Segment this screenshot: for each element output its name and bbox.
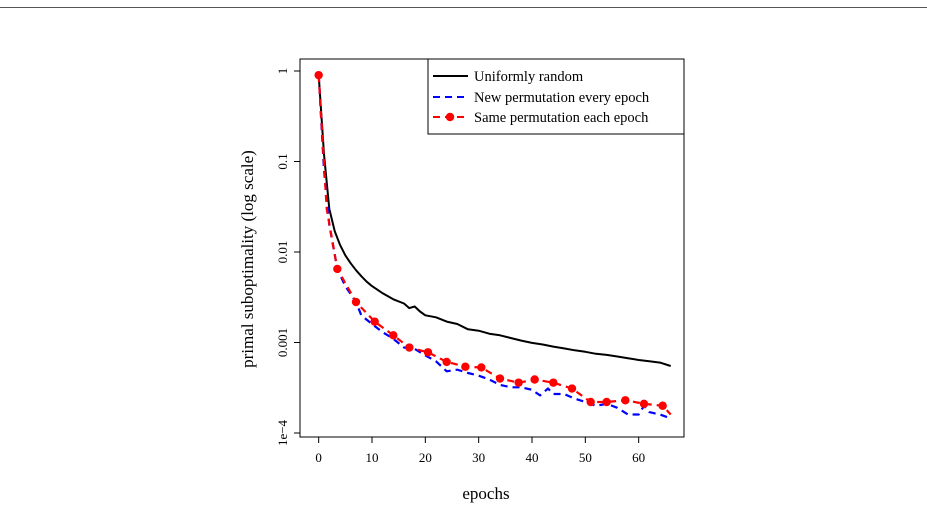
y-tick-label: 1 [275,68,290,75]
series-line-0 [317,75,672,367]
y-tick-label: 1e−4 [275,419,290,446]
legend: Uniformly random New permutation every ep… [427,58,685,135]
y-tick-label: 0.01 [275,241,290,264]
legend-label-2: Same permutation each epoch [474,110,649,126]
x-tick-label: 60 [632,450,645,465]
y-tick-label: 0.001 [275,328,290,357]
series-point [370,317,379,326]
top-divider [0,7,927,8]
series-layer [314,70,672,420]
series-point [514,378,523,387]
series-point [602,397,611,407]
legend-label-1: New permutation every epoch [474,90,650,106]
legend-label-0: Uniformly random [474,69,584,85]
series-line-2 [317,75,672,416]
series-point [639,399,649,409]
x-tick-label: 30 [472,450,485,465]
y-axis-title: primal suboptimality (log scale) [238,150,257,368]
x-axis-title: epochs [462,484,509,503]
series-point [442,357,451,367]
series-point [314,70,323,80]
series-point [586,397,595,407]
series-point [461,362,470,371]
legend-marker [445,112,455,122]
series-point [549,378,558,387]
x-tick-label: 20 [419,450,432,465]
series-point [405,343,414,352]
series-point [477,363,486,372]
series-point [333,264,342,274]
series-point [495,374,505,383]
x-tick-label: 50 [579,450,592,465]
series-line-1 [317,75,672,420]
series-point [658,401,667,410]
series-point [389,331,398,340]
x-tick-label: 40 [526,450,539,465]
x-axis: 0 10 20 30 40 50 60 [315,436,645,465]
series-point [351,297,361,307]
x-tick-label: 0 [315,450,322,465]
series-point [621,396,630,405]
series-point [530,375,539,384]
series-point [423,348,433,357]
y-tick-label: 0.1 [275,153,290,169]
legend-box [427,58,685,135]
x-tick-label: 10 [366,450,379,465]
y-axis: 1 0.1 0.01 0.001 1e−4 [275,68,301,446]
series-point [567,384,577,393]
